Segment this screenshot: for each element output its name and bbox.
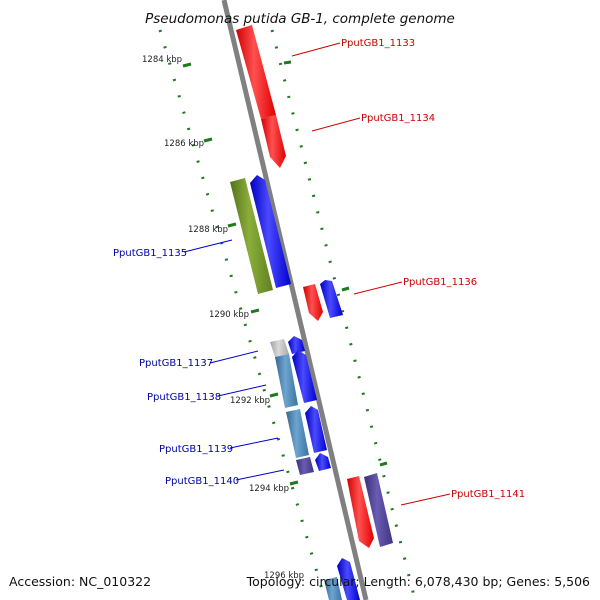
tick-mark xyxy=(203,137,213,143)
tick-mark xyxy=(283,60,292,65)
map-title: Pseudomonas putida GB-1, complete genome xyxy=(145,11,455,27)
tick-label: 1292 kbp xyxy=(230,396,270,406)
gene-pputgb1-1134[interactable] xyxy=(261,115,286,168)
gene-pputgb1-1141[interactable] xyxy=(347,476,374,548)
callout-line xyxy=(311,117,361,132)
tick-label: 1290 kbp xyxy=(209,310,249,320)
tick-label: 1288 kbp xyxy=(188,225,228,235)
tick-mark xyxy=(379,461,388,467)
gene-slate-1141b[interactable] xyxy=(364,473,393,547)
topology-text: Topology: circular; Length: 6,078,430 bp… xyxy=(246,574,590,589)
tick-mark xyxy=(341,286,350,292)
track-guide-outer-left xyxy=(158,29,327,600)
gene-blue-bottom[interactable] xyxy=(337,558,360,600)
gene-blue-1140b[interactable] xyxy=(315,453,331,471)
callout-line xyxy=(183,239,233,253)
gene-blue-1135b[interactable] xyxy=(250,175,291,288)
gene-label-pputgb1-1136[interactable]: PputGB1_1136 xyxy=(403,277,477,288)
tick-mark xyxy=(289,480,299,486)
accession-text: Accession: NC_010322 xyxy=(9,574,151,589)
tick-mark xyxy=(269,392,279,398)
callout-line xyxy=(400,493,451,506)
callout-line xyxy=(229,437,279,449)
gene-pputgb1-1136[interactable] xyxy=(303,284,323,321)
tick-mark xyxy=(182,62,192,68)
tick-mark xyxy=(227,222,237,228)
callout-line xyxy=(291,42,341,57)
tick-label: 1284 kbp xyxy=(142,55,182,65)
gene-steel-bottom[interactable] xyxy=(324,577,342,600)
genome-axis xyxy=(221,0,369,600)
gene-label-pputgb1-1141[interactable]: PputGB1_1141 xyxy=(451,489,525,500)
gene-pputgb1-1140[interactable] xyxy=(296,457,314,475)
gene-label-pputgb1-1135[interactable]: PputGB1_1135 xyxy=(113,248,187,259)
tick-label: 1286 kbp xyxy=(164,139,204,149)
callout-line xyxy=(209,350,259,364)
gene-blue-1136b[interactable] xyxy=(320,280,343,318)
gene-blue-1137b[interactable] xyxy=(288,336,305,354)
gene-blue-1139b[interactable] xyxy=(305,406,327,453)
gene-label-pputgb1-1139[interactable]: PputGB1_1139 xyxy=(159,444,233,455)
gene-label-pputgb1-1137[interactable]: PputGB1_1137 xyxy=(139,358,213,369)
gene-blue-1138b[interactable] xyxy=(292,350,317,403)
gene-label-pputgb1-1133[interactable]: PputGB1_1133 xyxy=(341,38,415,49)
gene-label-pputgb1-1140[interactable]: PputGB1_1140 xyxy=(165,476,239,487)
callout-line xyxy=(217,384,267,397)
tick-label: 1296 kbp xyxy=(264,571,304,581)
gene-label-pputgb1-1138[interactable]: PputGB1_1138 xyxy=(147,392,221,403)
gene-pputgb1-1138[interactable] xyxy=(275,354,298,408)
gene-pputgb1-1137[interactable] xyxy=(270,339,289,357)
gene-pputgb1-1135[interactable] xyxy=(230,178,273,294)
tick-label: 1294 kbp xyxy=(249,484,289,494)
tick-mark xyxy=(250,308,260,314)
gene-label-pputgb1-1134[interactable]: PputGB1_1134 xyxy=(361,113,435,124)
gene-pputgb1-1133[interactable] xyxy=(236,25,276,119)
gene-pputgb1-1139[interactable] xyxy=(286,409,309,458)
callout-line xyxy=(235,469,285,481)
callout-line xyxy=(353,281,403,295)
